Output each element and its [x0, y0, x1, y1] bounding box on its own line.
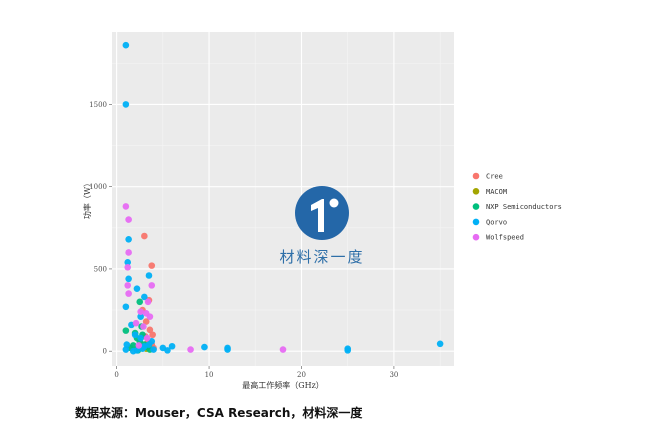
legend-swatch	[472, 233, 480, 241]
data-point	[201, 343, 208, 351]
legend: Cree MACOM NXP Semiconductors Qorvo Wolfspee…	[472, 172, 562, 242]
data-point	[146, 326, 154, 334]
data-point	[144, 298, 152, 306]
data-point	[122, 41, 130, 49]
data-point	[436, 340, 444, 348]
data-point	[344, 347, 352, 354]
x-tick-label: 0	[114, 371, 118, 379]
legend-swatch	[472, 172, 480, 180]
y-tick-label: 1500	[89, 101, 107, 109]
data-points	[122, 41, 444, 355]
data-point	[122, 303, 130, 311]
data-point	[148, 262, 156, 269]
data-point	[136, 298, 144, 306]
data-point	[122, 101, 130, 108]
data-point	[137, 334, 144, 342]
data-point	[125, 236, 132, 243]
data-point	[125, 290, 132, 297]
data-point	[125, 249, 132, 256]
legend-label: MACOM	[486, 188, 507, 196]
series-wolfspeed	[122, 203, 287, 353]
plot-panel	[112, 32, 454, 366]
x-tick-label: 30	[389, 371, 398, 379]
data-point	[122, 346, 130, 353]
data-point	[187, 346, 194, 353]
watermark-logo-glyph	[311, 199, 324, 232]
y-tick-label: 1000	[89, 183, 107, 191]
watermark-logo-dot	[329, 198, 339, 208]
data-point	[279, 346, 287, 353]
data-point	[129, 342, 137, 349]
watermark: 材料深一度	[279, 186, 364, 266]
data-point	[122, 327, 130, 334]
data-point	[124, 259, 132, 266]
legend-swatch	[472, 203, 480, 210]
data-point	[143, 334, 151, 342]
data-point	[142, 318, 150, 325]
data-point	[125, 216, 132, 223]
data-point	[122, 203, 130, 210]
data-point	[135, 342, 143, 349]
data-point	[164, 347, 171, 354]
data-point	[132, 319, 140, 327]
source-caption: 数据来源：Mouser，CSA Research，材料深一度	[75, 406, 363, 420]
series-qorvo	[122, 41, 444, 355]
x-axis-ticks: 0 10 20 30	[114, 366, 398, 379]
data-point	[125, 275, 132, 283]
legend-label: NXP Semiconductors	[486, 203, 562, 211]
data-point	[124, 282, 132, 289]
data-point	[146, 313, 154, 320]
data-point	[124, 263, 132, 271]
x-axis-title: 最高工作频率（GHz）	[242, 380, 324, 390]
data-point	[148, 282, 156, 289]
x-tick-label: 20	[297, 371, 306, 379]
data-point	[145, 272, 153, 279]
data-point	[137, 313, 144, 320]
data-point	[150, 346, 157, 353]
data-point	[149, 331, 156, 339]
watermark-text: 材料深一度	[279, 248, 364, 266]
legend-swatch	[472, 188, 480, 195]
data-point	[131, 331, 139, 339]
data-point	[137, 308, 144, 316]
legend-label: Wolfspeed	[486, 234, 524, 242]
data-point	[140, 323, 147, 330]
y-tick-label: 0	[103, 348, 107, 356]
legend-label: Qorvo	[486, 218, 507, 226]
data-point	[133, 285, 141, 292]
y-tick-label: 500	[94, 265, 107, 273]
legend-swatch	[472, 218, 480, 226]
y-axis-ticks: 0 500 1000 1500	[89, 101, 112, 356]
data-point	[123, 341, 131, 348]
x-tick-label: 10	[205, 371, 214, 379]
data-point	[224, 346, 231, 353]
data-point	[141, 232, 148, 240]
data-point	[148, 338, 156, 345]
legend-label: Cree	[486, 173, 503, 181]
y-axis-title: 功率（W）	[82, 179, 92, 219]
data-point	[168, 342, 176, 350]
data-point	[141, 293, 148, 301]
